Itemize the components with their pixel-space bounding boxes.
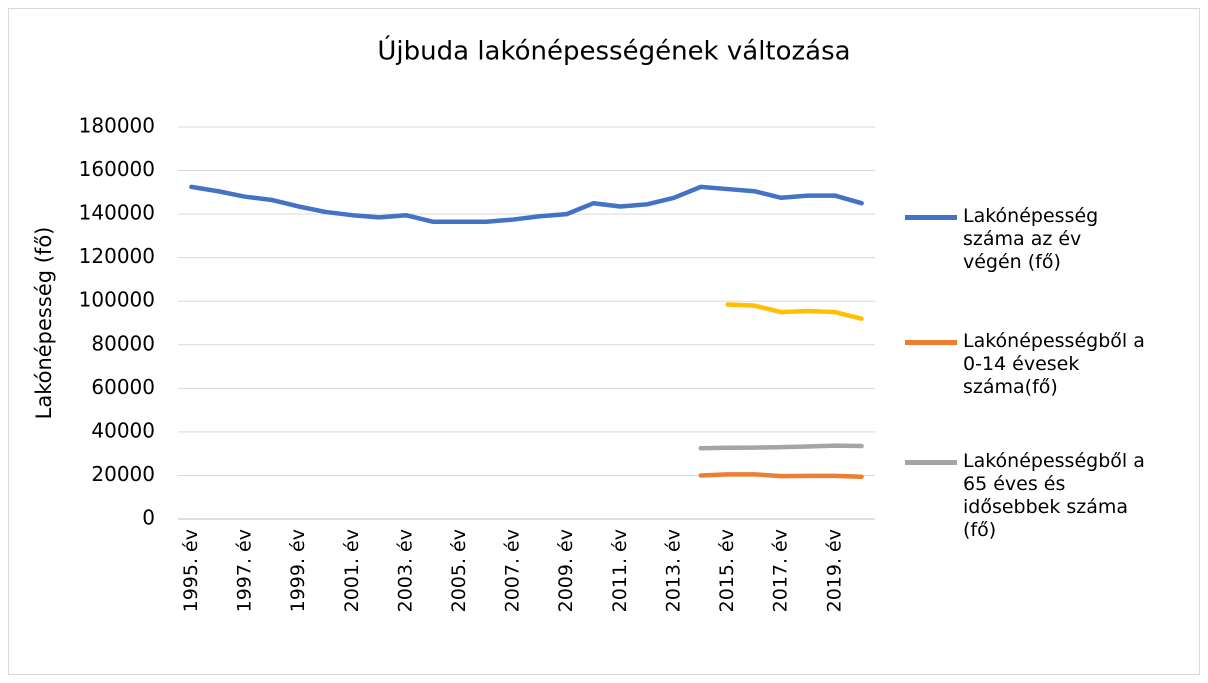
- y-tick-label: 180000: [79, 114, 155, 138]
- y-axis-label: Lakónépesség (fő): [32, 227, 56, 420]
- y-tick-label: 40000: [91, 418, 155, 442]
- legend-label: Lakónépességből a 0-14 évesek száma(fő): [963, 330, 1145, 398]
- chart-title: Újbuda lakónépességének változása: [377, 35, 850, 67]
- legend-label: Lakónépesség száma az év végén (fő): [963, 205, 1099, 273]
- x-tick-label: 2009. év: [555, 529, 577, 612]
- x-tick-label: 2015. év: [716, 529, 738, 612]
- series-line: [725, 302, 864, 321]
- x-tick-label: 2007. év: [502, 529, 524, 612]
- legend-swatch: [905, 460, 957, 465]
- y-tick-label: 160000: [79, 157, 155, 181]
- y-tick-label: 100000: [79, 288, 155, 312]
- y-tick-label: 80000: [91, 331, 155, 355]
- legend-swatch: [905, 340, 957, 345]
- legend-swatch: [905, 215, 957, 220]
- legend-label: Lakónépességből a 65 éves és idősebbek s…: [963, 450, 1145, 541]
- y-tick-label: 20000: [91, 462, 155, 486]
- legend-item: Lakónépességből a 0-14 évesek száma(fő): [905, 330, 1145, 399]
- x-tick-label: 1999. év: [287, 529, 309, 612]
- series-line: [698, 443, 864, 451]
- x-tick-label: 2013. év: [662, 529, 684, 612]
- series-line: [189, 184, 864, 224]
- x-tick-label: 2003. év: [394, 529, 416, 612]
- series-line: [698, 472, 864, 480]
- x-tick-label: 2001. év: [341, 529, 363, 612]
- legend-item: Lakónépesség száma az év végén (fő): [905, 205, 1145, 274]
- x-tick-label: 2017. év: [770, 529, 792, 612]
- x-tick-label: 2019. év: [823, 529, 845, 612]
- y-tick-label: 0: [142, 506, 155, 530]
- x-tick-label: 2005. év: [448, 529, 470, 612]
- y-tick-label: 120000: [79, 244, 155, 268]
- chart-border: [8, 8, 1200, 675]
- y-tick-label: 60000: [91, 375, 155, 399]
- y-tick-label: 140000: [79, 201, 155, 225]
- legend-item: Lakónépességből a 65 éves és idősebbek s…: [905, 450, 1145, 542]
- x-tick-label: 2011. év: [609, 529, 631, 612]
- x-tick-label: 1997. év: [234, 529, 256, 612]
- x-tick-label: 1995. év: [180, 529, 202, 612]
